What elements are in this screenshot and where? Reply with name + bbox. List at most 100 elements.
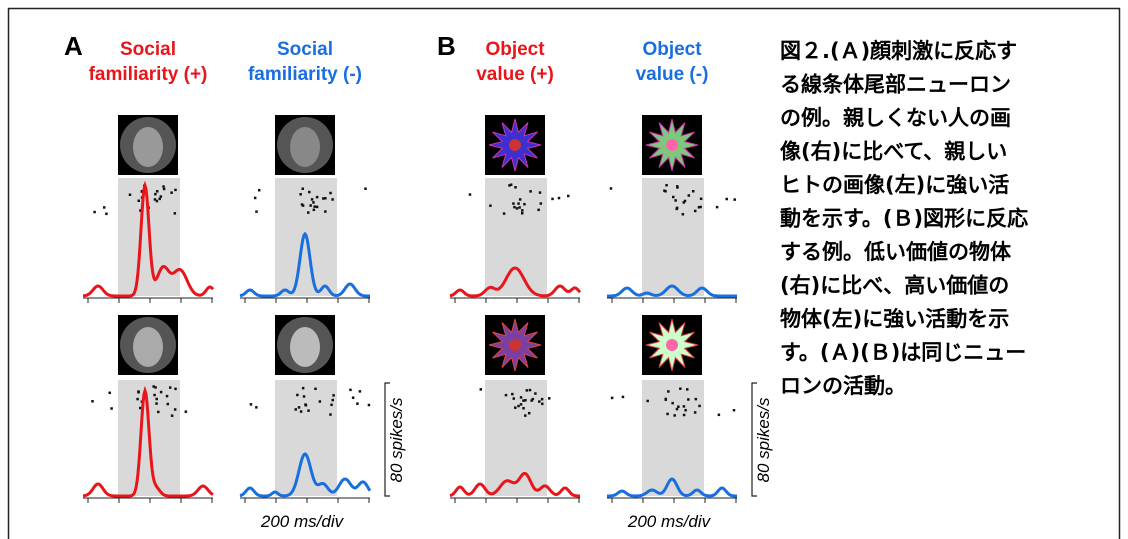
raster-spike bbox=[679, 387, 682, 390]
raster-spike bbox=[610, 396, 614, 400]
raster-spike bbox=[255, 210, 258, 213]
psth-curve bbox=[82, 180, 215, 298]
raster-spike bbox=[667, 390, 670, 393]
raster-spike bbox=[166, 402, 170, 406]
raster-spike bbox=[621, 395, 625, 399]
raster-spike bbox=[567, 194, 570, 198]
face-skin bbox=[133, 327, 163, 367]
raster-spike bbox=[307, 409, 310, 412]
raster-spike bbox=[698, 404, 701, 408]
raster-spike bbox=[530, 399, 533, 402]
raster-spike bbox=[538, 400, 541, 403]
raster-spike bbox=[331, 398, 335, 402]
raster-spike bbox=[663, 189, 666, 192]
raster-spike bbox=[173, 408, 177, 411]
raster-spike bbox=[609, 187, 613, 190]
raster-spike bbox=[158, 197, 161, 201]
caption-line: る線条体尾部ニューロン bbox=[780, 73, 1011, 97]
raster-spike bbox=[165, 394, 169, 398]
caption-line: 物体(左)に強い活動を示 bbox=[780, 307, 1009, 331]
face-skin bbox=[290, 127, 320, 167]
raster-spike bbox=[523, 202, 526, 206]
psth-curve bbox=[607, 477, 737, 498]
caption-line: 動を示す。(Ｂ)図形に反応 bbox=[780, 207, 1028, 231]
raster-spike bbox=[685, 388, 689, 391]
raster-spike bbox=[675, 207, 678, 211]
raster-spike bbox=[324, 197, 327, 200]
psth-curve bbox=[239, 452, 372, 498]
scale-x-label: 200 ms/div bbox=[627, 512, 712, 531]
raster-spike bbox=[93, 210, 96, 214]
raster-spike bbox=[517, 202, 520, 205]
raster-spike bbox=[717, 413, 721, 417]
raster-spike bbox=[682, 405, 686, 408]
raster-spike bbox=[548, 397, 551, 400]
raster-spike bbox=[356, 402, 359, 405]
raster-spike bbox=[518, 206, 521, 209]
raster-spike bbox=[329, 413, 332, 416]
raster-spike bbox=[255, 406, 258, 409]
stimulus-period bbox=[642, 178, 704, 296]
raster-spike bbox=[674, 199, 677, 202]
raster-spike bbox=[521, 209, 524, 212]
raster-spike bbox=[687, 194, 691, 197]
column-title: value (+) bbox=[476, 64, 554, 85]
raster-spike bbox=[512, 202, 515, 205]
raster-spike bbox=[694, 397, 698, 401]
object-center bbox=[666, 339, 678, 351]
psth-curve bbox=[82, 385, 214, 498]
raster-spike bbox=[682, 201, 686, 204]
object-center bbox=[509, 139, 521, 151]
psth-curve bbox=[449, 266, 582, 298]
raster-spike bbox=[315, 205, 319, 209]
stimulus-period bbox=[642, 380, 704, 496]
object-center bbox=[509, 339, 521, 351]
raster-spike bbox=[676, 185, 679, 188]
caption-line: の例。親しくない人の画 bbox=[780, 106, 1011, 130]
raster-spike bbox=[691, 189, 695, 193]
caption-line: ヒトの画像(左)に強い活 bbox=[780, 173, 1009, 197]
raster-spike bbox=[108, 391, 111, 395]
raster-spike bbox=[302, 395, 306, 398]
scale-x-label: 200 ms/div bbox=[260, 512, 345, 531]
raster-spike bbox=[154, 386, 157, 389]
raster-spike bbox=[155, 190, 159, 193]
raster-spike bbox=[170, 191, 173, 194]
raster-spike bbox=[349, 388, 352, 392]
raster-spike bbox=[514, 186, 517, 189]
raster-spike bbox=[519, 403, 523, 406]
raster-spike bbox=[308, 190, 311, 194]
raster-spike bbox=[301, 204, 305, 207]
raster-spike bbox=[515, 207, 519, 210]
raster-spike bbox=[687, 398, 690, 401]
raster-spike bbox=[677, 405, 680, 408]
raster-spike bbox=[139, 209, 142, 212]
raster-spike bbox=[699, 197, 703, 201]
raster-spike bbox=[301, 187, 305, 190]
raster-spike bbox=[715, 205, 719, 209]
raster-spike bbox=[489, 204, 492, 207]
caption: 図２.(Ａ)顔刺激に反応する線条体尾部ニューロンの例。親しくない人の画像(右)に… bbox=[780, 39, 1028, 398]
raster-spike bbox=[733, 198, 736, 201]
raster-spike bbox=[699, 205, 702, 209]
raster-spike bbox=[137, 391, 140, 394]
raster-spike bbox=[301, 386, 305, 390]
column-title: value (-) bbox=[636, 64, 709, 85]
raster-spike bbox=[517, 404, 520, 408]
panels: A Social familiarity (+) Social familiarity … bbox=[64, 31, 773, 531]
psth-curve bbox=[449, 471, 580, 498]
raster-spike bbox=[315, 195, 319, 199]
raster-spike bbox=[318, 400, 322, 403]
psth-curve bbox=[239, 231, 370, 298]
raster-spike bbox=[170, 414, 174, 417]
raster-spike bbox=[309, 204, 312, 207]
column-title: Social bbox=[120, 39, 176, 60]
raster-spike bbox=[155, 397, 158, 401]
raster-spike bbox=[137, 199, 141, 203]
raster-spike bbox=[184, 410, 188, 413]
raster-spike bbox=[529, 190, 532, 193]
raster-spike bbox=[528, 388, 532, 392]
raster-spike bbox=[527, 411, 531, 415]
raster-spike bbox=[174, 387, 177, 391]
column-title: familiarity (-) bbox=[248, 64, 362, 85]
